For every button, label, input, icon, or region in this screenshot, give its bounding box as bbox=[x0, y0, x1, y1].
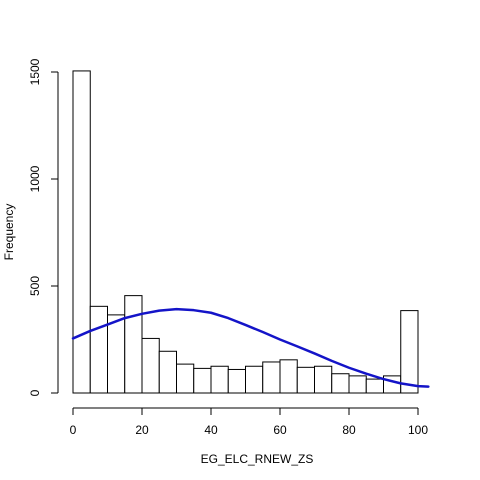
histogram-bar-7 bbox=[193, 367, 212, 394]
x-tick-label: 100 bbox=[408, 423, 428, 437]
y-tick-label: 500 bbox=[28, 276, 42, 296]
x-tick-label: 0 bbox=[70, 423, 77, 437]
histogram-bar-2 bbox=[107, 314, 126, 394]
x-axis: 0 20 40 60 80 100 bbox=[70, 407, 428, 437]
histogram-bar-4 bbox=[141, 337, 160, 394]
histogram-bar-6 bbox=[176, 363, 195, 394]
histogram-bar-9 bbox=[227, 368, 246, 394]
histogram-bar-17 bbox=[365, 378, 384, 394]
histogram-bar-16 bbox=[348, 375, 367, 394]
histogram-bar-8 bbox=[210, 365, 229, 394]
histogram-bar-0 bbox=[72, 70, 91, 394]
histogram-bar-11 bbox=[262, 361, 281, 394]
histogram-bar-12 bbox=[279, 359, 298, 394]
y-tick-label: 1000 bbox=[28, 165, 42, 192]
y-tick-label: 0 bbox=[28, 389, 42, 396]
y-axis: 0 500 1000 1500 bbox=[28, 58, 59, 396]
histogram-bar-15 bbox=[331, 373, 350, 394]
histogram-bars bbox=[72, 70, 419, 394]
histogram-bar-13 bbox=[296, 366, 315, 394]
density-curve bbox=[71, 307, 430, 388]
x-tick-label: 60 bbox=[273, 423, 287, 437]
y-axis-title: Frequency bbox=[2, 204, 16, 261]
y-tick-label: 1500 bbox=[28, 58, 42, 85]
histogram-bar-5 bbox=[158, 350, 177, 394]
histogram-bar-14 bbox=[314, 365, 333, 394]
x-tick-label: 80 bbox=[342, 423, 356, 437]
histogram-bar-19 bbox=[400, 310, 419, 394]
histogram-bar-3 bbox=[124, 295, 143, 394]
x-tick-label: 40 bbox=[204, 423, 218, 437]
histogram-bar-10 bbox=[245, 365, 264, 394]
histogram-bar-1 bbox=[89, 305, 108, 394]
x-tick-label: 20 bbox=[135, 423, 149, 437]
x-axis-title: EG_ELC_RNEW_ZS bbox=[201, 452, 314, 466]
